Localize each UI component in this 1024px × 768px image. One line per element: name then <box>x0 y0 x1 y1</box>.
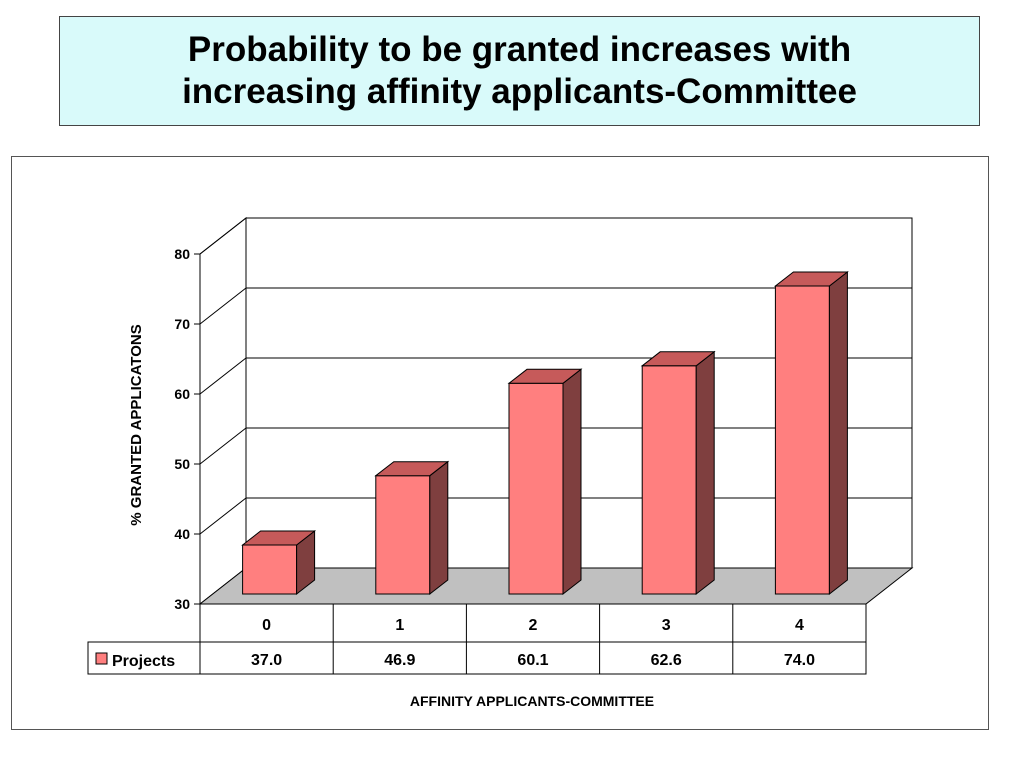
y-tick-label: 60 <box>174 386 190 402</box>
y-tick-label: 80 <box>174 246 190 262</box>
side-gridline <box>199 357 247 395</box>
y-tick-label: 70 <box>174 316 190 332</box>
table-body <box>199 603 867 675</box>
bar-side <box>429 460 449 596</box>
value-label: 46.9 <box>384 652 415 669</box>
bar-front <box>508 382 564 595</box>
legend-label: Projects <box>112 653 175 670</box>
bar-top <box>773 271 849 287</box>
value-label: 62.6 <box>651 652 682 669</box>
category-label: 2 <box>529 617 538 634</box>
side-gridline <box>199 497 247 535</box>
x-axis-label: AFFINITY APPLICANTS-COMMITTEE <box>410 693 654 709</box>
title-box: Probability to be granted increases with… <box>59 16 980 126</box>
category-label: 3 <box>662 617 671 634</box>
value-label: 37.0 <box>251 652 282 669</box>
y-tick-label: 30 <box>174 596 190 612</box>
value-label: 60.1 <box>517 652 548 669</box>
side-gridline <box>199 287 247 325</box>
bar-top <box>241 530 317 546</box>
legend-swatch <box>95 652 108 665</box>
bars <box>241 270 849 596</box>
bar-front <box>774 285 830 595</box>
bar-top <box>507 368 583 384</box>
page-title-line-1: Probability to be granted increases with <box>187 30 852 69</box>
bar-front <box>375 475 431 595</box>
side-gridline <box>199 217 247 255</box>
side-gridline <box>199 427 247 465</box>
bar-side <box>562 368 582 596</box>
side-wall <box>199 216 247 606</box>
data-table: 0 1 2 3 4 37.0 46.9 60.1 62.6 74.0 Projects <box>87 603 867 675</box>
y-tick-label: 50 <box>174 456 190 472</box>
y-axis-label: % GRANTED APPLICATONS <box>128 324 145 525</box>
bar-front <box>641 365 697 595</box>
bar-side <box>828 270 848 596</box>
bar-top <box>640 351 716 367</box>
bar-top <box>374 461 450 477</box>
y-tick-label: 40 <box>174 526 190 542</box>
category-label: 0 <box>262 617 271 634</box>
category-label: 4 <box>795 617 804 634</box>
page-title-line-2: increasing affinity applicants-Committee <box>182 72 857 111</box>
bar-front <box>242 544 298 595</box>
value-label: 74.0 <box>784 652 815 669</box>
category-label: 1 <box>395 617 404 634</box>
y-axis: 30 40 50 60 70 80 <box>174 246 201 612</box>
bar-side <box>695 350 715 596</box>
